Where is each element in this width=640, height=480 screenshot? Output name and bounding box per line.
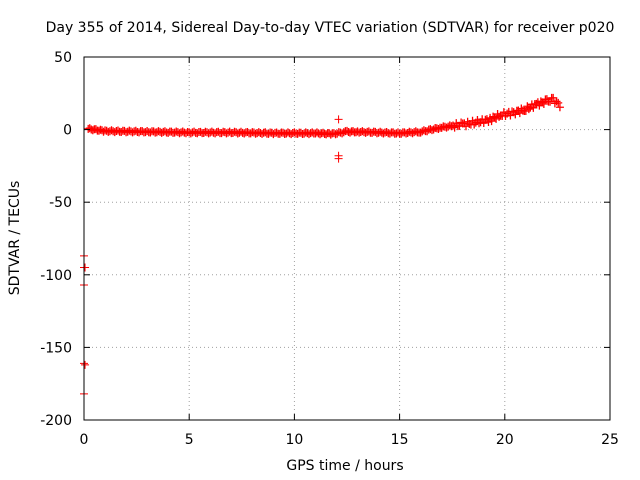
x-axis: 0 5 10 15 20 25 <box>80 57 619 448</box>
outlier-point <box>334 115 343 124</box>
data-series <box>80 93 564 398</box>
outlier-point <box>81 360 90 369</box>
y-tick-label: -150 <box>40 340 72 356</box>
y-tick-label: 50 <box>54 50 72 66</box>
data-point <box>552 97 561 106</box>
y-tick-label: -200 <box>40 413 72 429</box>
x-tick-label: 5 <box>185 432 194 448</box>
x-tick-label: 25 <box>601 432 619 448</box>
outlier-point <box>334 154 343 163</box>
data-point <box>549 93 558 102</box>
outlier-point <box>81 263 90 272</box>
x-tick-label: 15 <box>391 432 409 448</box>
data-point <box>470 120 479 129</box>
data-point <box>554 98 563 107</box>
y-tick-label: 0 <box>63 123 72 139</box>
plot-frame <box>83 56 611 421</box>
x-axis-label: GPS time / hours <box>286 458 403 474</box>
x-tick-label: 10 <box>285 432 303 448</box>
data-point <box>539 99 548 108</box>
data-point <box>524 105 533 114</box>
y-axis: -200 -150 -100 -50 0 50 <box>40 50 610 429</box>
data-point <box>555 103 564 112</box>
x-tick-label: 20 <box>496 432 514 448</box>
y-tick-label: -100 <box>40 268 72 284</box>
y-axis-label: SDTVAR / TECUs <box>7 181 23 296</box>
chart-title: Day 355 of 2014, Sidereal Day-to-day VTE… <box>46 20 615 36</box>
grid <box>84 57 610 420</box>
x-tick-label: 0 <box>80 432 89 448</box>
y-tick-label: -50 <box>49 195 72 211</box>
